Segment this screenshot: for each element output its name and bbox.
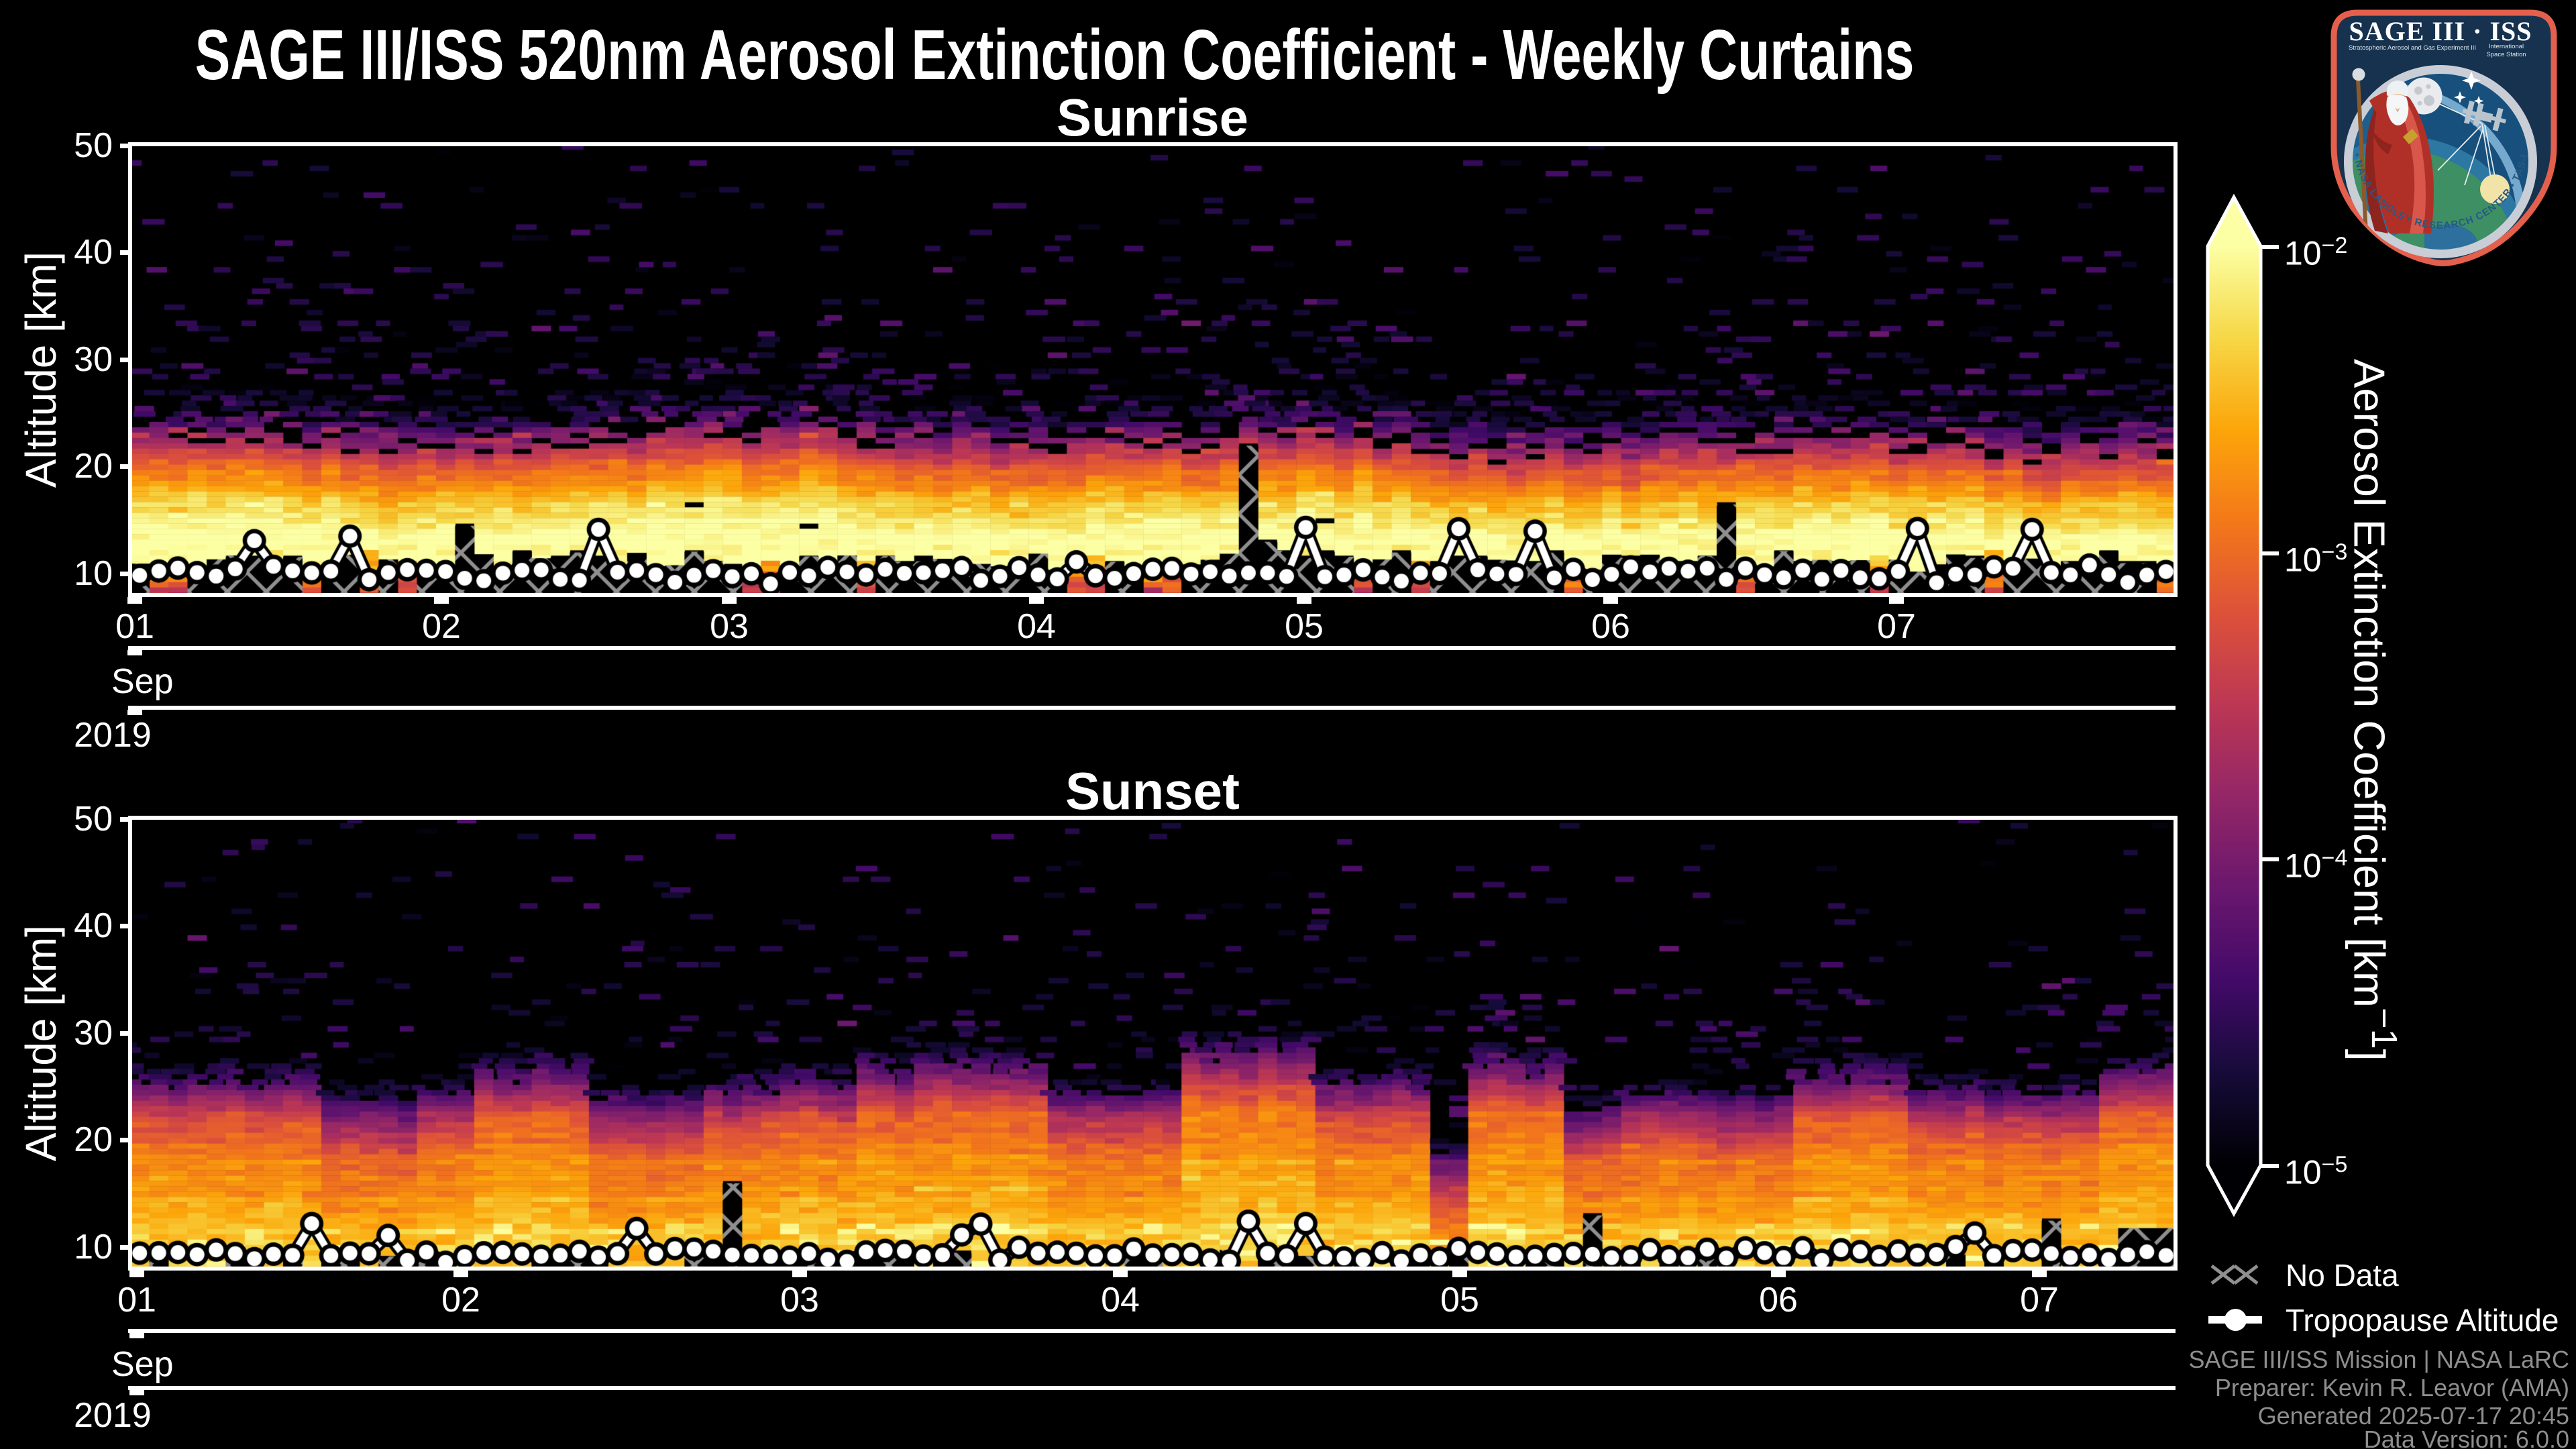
svg-text:SAGE III · ISS: SAGE III · ISS (2349, 16, 2532, 46)
svg-text:International: International (2489, 43, 2524, 50)
svg-text:Space Station: Space Station (2486, 51, 2526, 58)
svg-text:Stratospheric Aerosol and Gas: Stratospheric Aerosol and Gas Experiment… (2349, 44, 2476, 52)
